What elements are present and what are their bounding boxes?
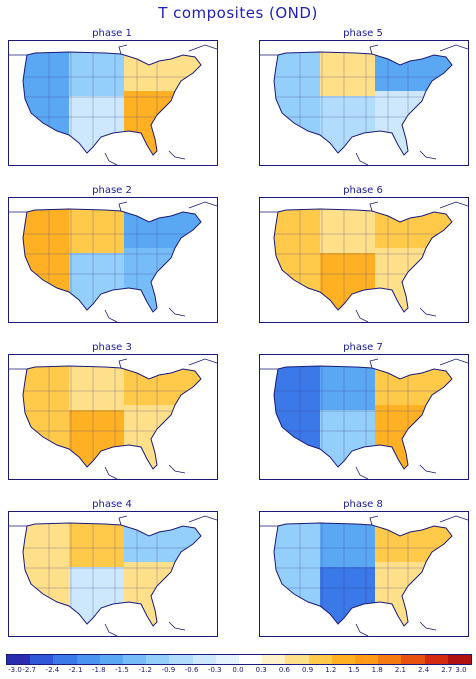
- colorbar-tick-label: 1.2: [325, 666, 337, 674]
- colorbar-swatch: [331, 655, 356, 664]
- colorbar-swatch: [7, 655, 31, 664]
- colorbar-tick-label: 1.5: [348, 666, 360, 674]
- colorbar-swatch: [401, 655, 425, 664]
- panel-title: phase 1: [92, 28, 132, 39]
- panel-title: phase 7: [343, 342, 383, 353]
- panel-title: phase 8: [343, 499, 383, 510]
- map-panel: [259, 197, 469, 323]
- colorbar-tick-label: -2.1: [68, 666, 83, 674]
- colorbar-tick-label: -0.9: [161, 666, 176, 674]
- colorbar-tick-label: 2.1: [394, 666, 406, 674]
- colorbar-swatch: [262, 655, 286, 664]
- colorbar-tick-label: 2.7: [441, 666, 453, 674]
- colorbar-swatch: [424, 655, 448, 664]
- colorbar-swatch: [169, 655, 193, 664]
- colorbar-tick-label: 3.0: [455, 666, 467, 674]
- colorbar-swatch: [123, 655, 147, 664]
- colorbar-tick-label: -0.3: [207, 666, 222, 674]
- panel-title: phase 3: [92, 342, 132, 353]
- colorbar-swatch: [447, 655, 472, 664]
- panel-title: phase 5: [343, 28, 383, 39]
- colorbar-tick-label: 0.0: [232, 666, 244, 674]
- colorbar-tick-label: 1.8: [371, 666, 383, 674]
- colorbar-swatch: [146, 655, 170, 664]
- panel-title: phase 6: [343, 185, 383, 196]
- panel-title: phase 2: [92, 185, 132, 196]
- colorbar-tick-label: -2.7: [22, 666, 37, 674]
- colorbar-swatch: [239, 655, 263, 664]
- colorbar-swatch: [215, 655, 240, 664]
- panel-title: phase 4: [92, 499, 132, 510]
- colorbar-swatch: [192, 655, 216, 664]
- map-panel: [259, 40, 469, 166]
- colorbar-swatch: [76, 655, 100, 664]
- colorbar-tick-label: 0.9: [302, 666, 314, 674]
- colorbar-tick-label: 2.4: [418, 666, 430, 674]
- colorbar-swatch: [378, 655, 402, 664]
- map-panel: [8, 511, 218, 637]
- map-panel: [8, 354, 218, 480]
- colorbar-tick-label: -1.5: [115, 666, 129, 674]
- map-panel: [8, 40, 218, 166]
- colorbar-swatch: [308, 655, 332, 664]
- map-panel: [8, 197, 218, 323]
- colorbar-swatch: [285, 655, 309, 664]
- figure-title: T composites (OND): [158, 4, 318, 22]
- colorbar-swatch: [99, 655, 124, 664]
- map-panel: [259, 511, 469, 637]
- map-panel: [259, 354, 469, 480]
- colorbar-swatch: [355, 655, 379, 664]
- colorbar-tick-label: -1.8: [91, 666, 106, 674]
- colorbar: [6, 654, 472, 665]
- colorbar-swatch: [30, 655, 54, 664]
- colorbar-tick-label: 0.6: [278, 666, 290, 674]
- colorbar-tick-label: -3.0: [8, 666, 22, 674]
- colorbar-swatch: [53, 655, 77, 664]
- colorbar-tick-label: 0.3: [255, 666, 267, 674]
- colorbar-tick-label: -0.6: [184, 666, 199, 674]
- colorbar-tick-label: -1.2: [138, 666, 153, 674]
- colorbar-tick-label: -2.4: [45, 666, 60, 674]
